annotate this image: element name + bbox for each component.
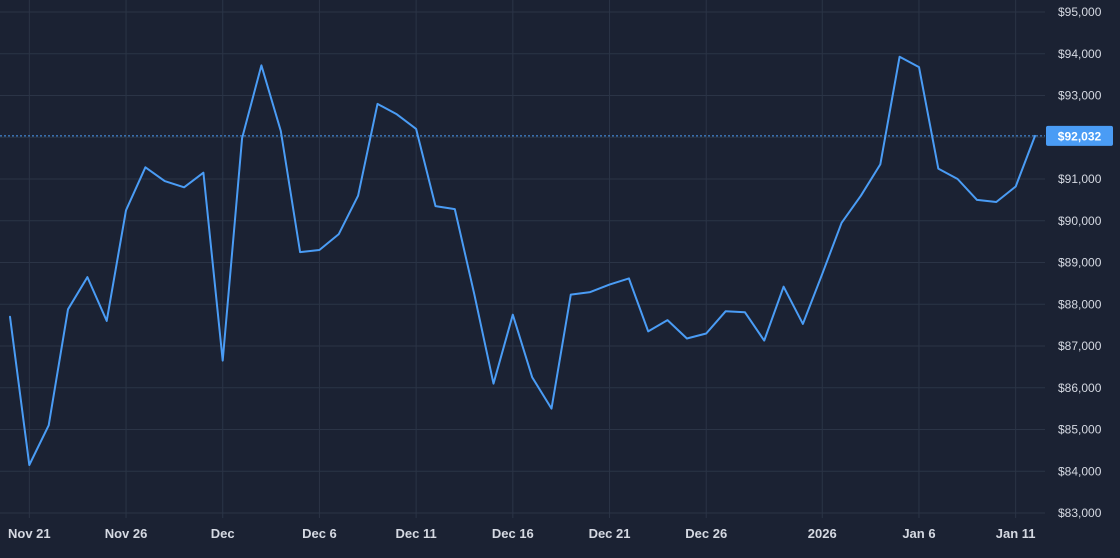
data-point xyxy=(551,408,553,410)
grid-lines xyxy=(0,0,1045,518)
data-point xyxy=(918,66,920,68)
y-tick-label: $93,000 xyxy=(1058,89,1102,103)
data-point xyxy=(318,249,320,251)
data-point xyxy=(841,222,843,224)
data-point xyxy=(531,376,533,378)
y-tick-label: $88,000 xyxy=(1058,297,1102,311)
y-tick-label: $95,000 xyxy=(1058,5,1102,19)
data-point xyxy=(783,286,785,288)
data-point xyxy=(609,284,611,286)
data-point xyxy=(48,424,50,426)
data-point xyxy=(144,166,146,168)
data-point xyxy=(589,291,591,293)
data-point xyxy=(763,340,765,342)
data-point xyxy=(67,308,69,310)
data-point xyxy=(28,464,30,466)
data-point xyxy=(725,310,727,312)
y-axis: $83,000 $84,000 $85,000 $86,000 $87,000 $88,0… xyxy=(1058,5,1102,520)
x-tick-label: Jan 11 xyxy=(996,526,1036,541)
data-point xyxy=(473,293,475,295)
data-point xyxy=(492,383,494,385)
data-point xyxy=(299,251,301,253)
data-point xyxy=(937,168,939,170)
x-tick-label: Nov 26 xyxy=(105,526,148,541)
x-tick-label: Dec 21 xyxy=(589,526,631,541)
x-tick-label: Nov 21 xyxy=(8,526,51,541)
data-point xyxy=(106,320,108,322)
x-tick-label: Dec xyxy=(211,526,235,541)
data-point xyxy=(260,64,262,66)
y-tick-label: $87,000 xyxy=(1058,339,1102,353)
data-point xyxy=(222,360,224,362)
data-point xyxy=(202,172,204,174)
data-point xyxy=(1034,135,1036,137)
data-point xyxy=(9,316,11,318)
data-point xyxy=(744,311,746,313)
series-group xyxy=(9,55,1036,466)
data-point xyxy=(879,163,881,165)
data-point xyxy=(357,195,359,197)
x-tick-label: 2026 xyxy=(808,526,837,541)
data-point xyxy=(899,56,901,58)
data-point xyxy=(995,201,997,203)
data-point xyxy=(705,332,707,334)
data-point xyxy=(1015,186,1017,188)
current-price-badge xyxy=(1046,125,1113,146)
data-point xyxy=(280,130,282,132)
y-tick-label: $89,000 xyxy=(1058,256,1102,270)
data-point xyxy=(396,113,398,115)
y-tick-label: $85,000 xyxy=(1058,423,1102,437)
data-point xyxy=(183,186,185,188)
data-point xyxy=(434,205,436,207)
y-tick-label: $86,000 xyxy=(1058,381,1102,395)
data-point xyxy=(802,323,804,325)
data-point xyxy=(164,180,166,182)
data-point xyxy=(821,273,823,275)
x-tick-label: Jan 6 xyxy=(902,526,935,541)
data-point xyxy=(454,208,456,210)
data-point xyxy=(338,233,340,235)
data-point xyxy=(976,199,978,201)
data-point xyxy=(241,137,243,139)
x-tick-label: Dec 16 xyxy=(492,526,534,541)
data-point xyxy=(125,209,127,211)
data-point xyxy=(860,195,862,197)
current-price-label-group: $92,032 xyxy=(1046,125,1113,146)
x-tick-label: Dec 6 xyxy=(302,526,337,541)
data-point xyxy=(512,314,514,316)
data-point xyxy=(376,103,378,105)
y-tick-label: $94,000 xyxy=(1058,47,1102,61)
y-tick-label: $91,000 xyxy=(1058,172,1102,186)
current-price-label: $92,032 xyxy=(1058,129,1102,143)
y-tick-label: $83,000 xyxy=(1058,506,1102,520)
price-series-line xyxy=(9,55,1036,466)
data-point xyxy=(86,276,88,278)
x-tick-label: Dec 26 xyxy=(685,526,727,541)
y-tick-label: $90,000 xyxy=(1058,214,1102,228)
data-point xyxy=(415,128,417,130)
data-point xyxy=(957,178,959,180)
data-point xyxy=(628,277,630,279)
data-point xyxy=(686,337,688,339)
data-point xyxy=(570,294,572,296)
x-axis: Nov 21 Nov 26 Dec Dec 6 Dec 11 Dec 16 Dec 21 De… xyxy=(8,526,1036,541)
y-tick-label: $84,000 xyxy=(1058,464,1102,478)
data-point xyxy=(647,330,649,332)
x-tick-label: Dec 11 xyxy=(396,526,437,541)
data-point xyxy=(667,319,669,321)
